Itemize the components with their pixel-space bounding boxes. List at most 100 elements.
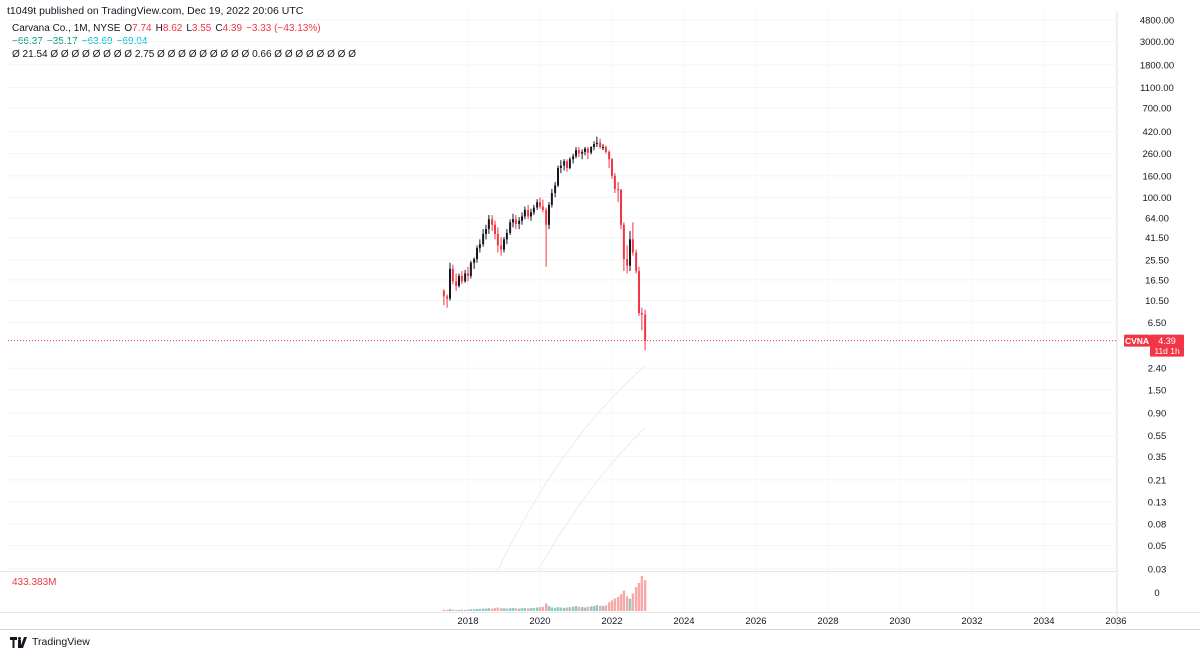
- candle: [584, 147, 586, 156]
- volume-bar: [457, 609, 461, 611]
- candle: [460, 271, 463, 285]
- legend-ohlc-row: Carvana Co., 1M, NYSE O7.74 H8.62 L3.55 …: [12, 22, 356, 35]
- candle-body: [539, 202, 541, 207]
- candle-body: [629, 239, 631, 266]
- y-tick-label: 160.00: [1142, 171, 1171, 182]
- volume-bar: [532, 607, 536, 611]
- candle: [482, 229, 485, 247]
- candle-body: [626, 259, 629, 266]
- volume-bar: [538, 607, 542, 611]
- volume-bar: [586, 606, 590, 611]
- price-badge: [1150, 334, 1184, 357]
- volume-axis-tick: 0: [1154, 588, 1159, 599]
- candle: [521, 212, 523, 225]
- candle: [505, 229, 508, 245]
- volume-bar: [478, 608, 482, 611]
- candle: [485, 224, 487, 240]
- volume-bar: [541, 606, 545, 611]
- volume-bar: [637, 583, 641, 611]
- y-tick-label: 41.50: [1145, 233, 1169, 244]
- y-tick-label: 25.50: [1145, 255, 1169, 266]
- x-tick-label: 2024: [673, 616, 694, 627]
- x-tick-label: 2022: [601, 616, 622, 627]
- last-price-value: 4.39: [1158, 336, 1176, 346]
- volume-bar: [508, 608, 512, 611]
- candle: [629, 230, 631, 272]
- candle-body: [584, 148, 586, 152]
- volume-bar: [631, 593, 635, 611]
- price-axis[interactable]: 4800.00 3000.00 1800.00 1100.00 700.00 420.00…: [1140, 16, 1174, 600]
- y-tick-label: 6.50: [1148, 318, 1167, 329]
- y-tick-label: 3000.00: [1140, 37, 1174, 48]
- y-tick-label: 10.50: [1145, 296, 1169, 307]
- time-axis[interactable]: 2018 2020 2022 2024 2026 2028 2030 2032 2034 2036: [457, 616, 1126, 627]
- candle-body: [644, 314, 647, 341]
- candle-body: [527, 209, 530, 217]
- candle-body: [505, 232, 508, 240]
- candle: [518, 217, 521, 230]
- candle: [604, 145, 607, 154]
- volume-bar: [505, 608, 509, 611]
- volume-bar: [547, 606, 551, 611]
- legend-empty-values: Ø 21.54 Ø Ø Ø Ø Ø Ø Ø Ø 2.75 Ø Ø Ø Ø Ø Ø…: [12, 49, 356, 60]
- tradingview-brand[interactable]: TradingView: [10, 636, 90, 648]
- candle: [451, 264, 454, 285]
- candle: [550, 189, 553, 208]
- volume-bar: [454, 609, 458, 611]
- volume-bar: [499, 608, 503, 611]
- candle-body: [611, 159, 613, 176]
- candle-body: [451, 268, 454, 282]
- candle-body: [613, 175, 616, 190]
- candle: [593, 141, 595, 151]
- candle: [446, 294, 449, 308]
- y-tick-label: 260.00: [1142, 149, 1171, 160]
- candle: [559, 160, 562, 174]
- volume-bar: [592, 606, 596, 611]
- candle: [608, 150, 611, 168]
- volume-bar: [460, 609, 464, 611]
- volume-bar: [445, 609, 449, 611]
- candle-body: [532, 207, 535, 213]
- volume-bar: [514, 608, 518, 611]
- candle-body: [604, 147, 607, 152]
- candle-body: [496, 233, 499, 246]
- y-tick-label: 1.50: [1148, 385, 1167, 396]
- candle-body: [482, 233, 485, 245]
- candle: [640, 307, 643, 331]
- candle-body: [568, 159, 571, 168]
- candle: [638, 266, 640, 317]
- candle: [512, 213, 514, 228]
- candle-body: [442, 290, 445, 297]
- legend-empty-values-row: Ø 21.54 Ø Ø Ø Ø Ø Ø Ø Ø 2.75 Ø Ø Ø Ø Ø Ø…: [12, 48, 356, 61]
- candle-body: [464, 273, 467, 282]
- x-tick-label: 2034: [1033, 616, 1054, 627]
- y-tick-label: 4800.00: [1140, 16, 1174, 27]
- volume-bar: [574, 606, 578, 611]
- published-caption: t1049t published on TradingView.com, Dec…: [7, 5, 304, 17]
- volume-bar: [475, 608, 479, 611]
- y-tick-label: 0.55: [1148, 431, 1167, 442]
- volume-bar: [640, 576, 644, 611]
- volume-bar: [517, 608, 521, 611]
- x-tick-label: 2032: [961, 616, 982, 627]
- candle: [613, 173, 616, 193]
- volume-bar: [598, 605, 602, 611]
- candle-body: [460, 275, 463, 282]
- candle-body: [566, 161, 568, 168]
- candle-body: [608, 151, 611, 160]
- y-tick-label: 1100.00: [1140, 83, 1174, 94]
- volume-bar: [469, 609, 473, 611]
- brand-label: TradingView: [32, 636, 90, 648]
- legend-open: O7.74: [124, 23, 152, 34]
- candle: [554, 181, 557, 198]
- candle-body: [485, 229, 487, 234]
- candle: [568, 157, 571, 170]
- candle-body: [514, 219, 517, 224]
- candle-body: [550, 192, 553, 205]
- volume-bar: [523, 607, 527, 611]
- volume-bar: [553, 607, 557, 611]
- x-tick-label: 2028: [817, 616, 838, 627]
- volume-bar: [616, 597, 620, 611]
- volume-bar: [490, 608, 494, 611]
